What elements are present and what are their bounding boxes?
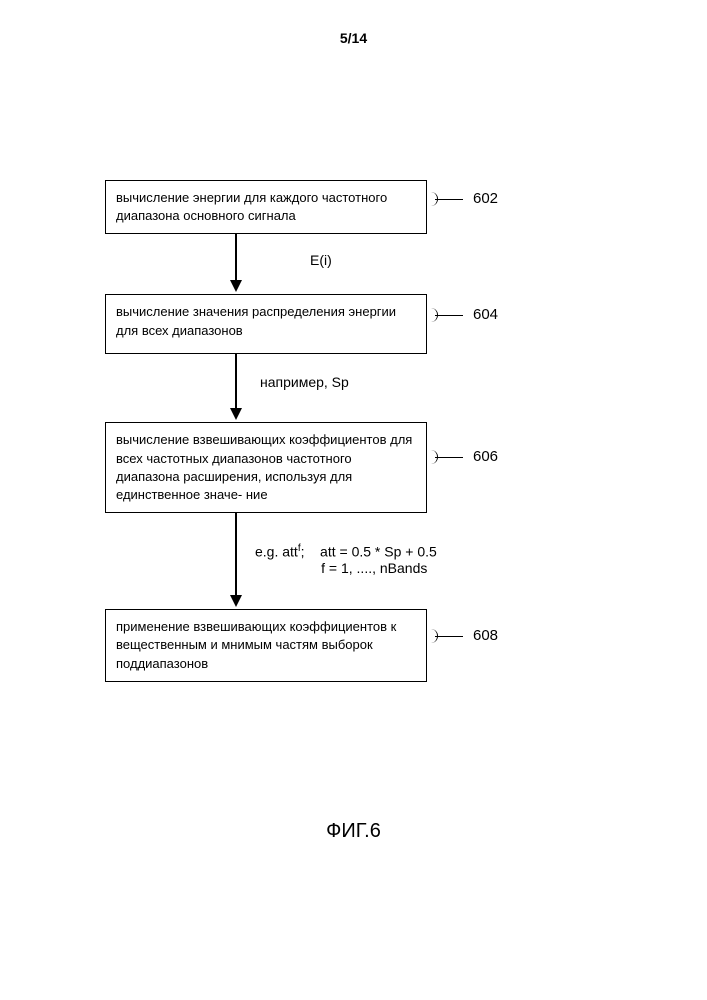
node-ref-608: 608 bbox=[473, 627, 498, 644]
leader-line bbox=[435, 636, 463, 637]
flowchart-edge: например, Sp bbox=[105, 354, 425, 422]
node-ref-606: 606 bbox=[473, 448, 498, 465]
node-box-602: вычисление энергии для каждого частотног… bbox=[105, 180, 427, 234]
arrow-head bbox=[230, 280, 242, 292]
node-box-608: применение взвешивающих коэффициентов к … bbox=[105, 609, 427, 682]
arrow-head bbox=[230, 408, 242, 420]
figure-caption: ФИГ.6 bbox=[326, 820, 381, 843]
flowchart-node: применение взвешивающих коэффициентов к … bbox=[105, 609, 605, 682]
edge-label-3: e.g. attf; att = 0.5 * Sp + 0.5 f = 1, .… bbox=[255, 543, 437, 576]
page-number: 5/14 bbox=[340, 30, 367, 46]
flowchart-container: вычисление энергии для каждого частотног… bbox=[105, 180, 605, 682]
leader-line bbox=[435, 457, 463, 458]
node-box-606: вычисление взвешивающих коэффициентов дл… bbox=[105, 422, 427, 513]
arrow-line bbox=[235, 513, 237, 595]
flowchart-node: вычисление взвешивающих коэффициентов дл… bbox=[105, 422, 605, 513]
arrow-head bbox=[230, 595, 242, 607]
node-text-604: вычисление значения распределения энерги… bbox=[116, 304, 396, 337]
edge-label-2: например, Sp bbox=[260, 374, 349, 390]
arrow-line bbox=[235, 354, 237, 408]
edge-label-1: E(i) bbox=[310, 252, 332, 268]
node-ref-604: 604 bbox=[473, 306, 498, 323]
arrow-line bbox=[235, 234, 237, 280]
leader-line bbox=[435, 199, 463, 200]
flowchart-edge: E(i) bbox=[105, 234, 425, 294]
flowchart-node: вычисление значения распределения энерги… bbox=[105, 294, 605, 354]
node-ref-602: 602 bbox=[473, 190, 498, 207]
leader-line bbox=[435, 315, 463, 316]
flowchart-edge: e.g. attf; att = 0.5 * Sp + 0.5 f = 1, .… bbox=[105, 513, 425, 609]
flowchart-node: вычисление энергии для каждого частотног… bbox=[105, 180, 605, 234]
node-box-604: вычисление значения распределения энерги… bbox=[105, 294, 427, 354]
